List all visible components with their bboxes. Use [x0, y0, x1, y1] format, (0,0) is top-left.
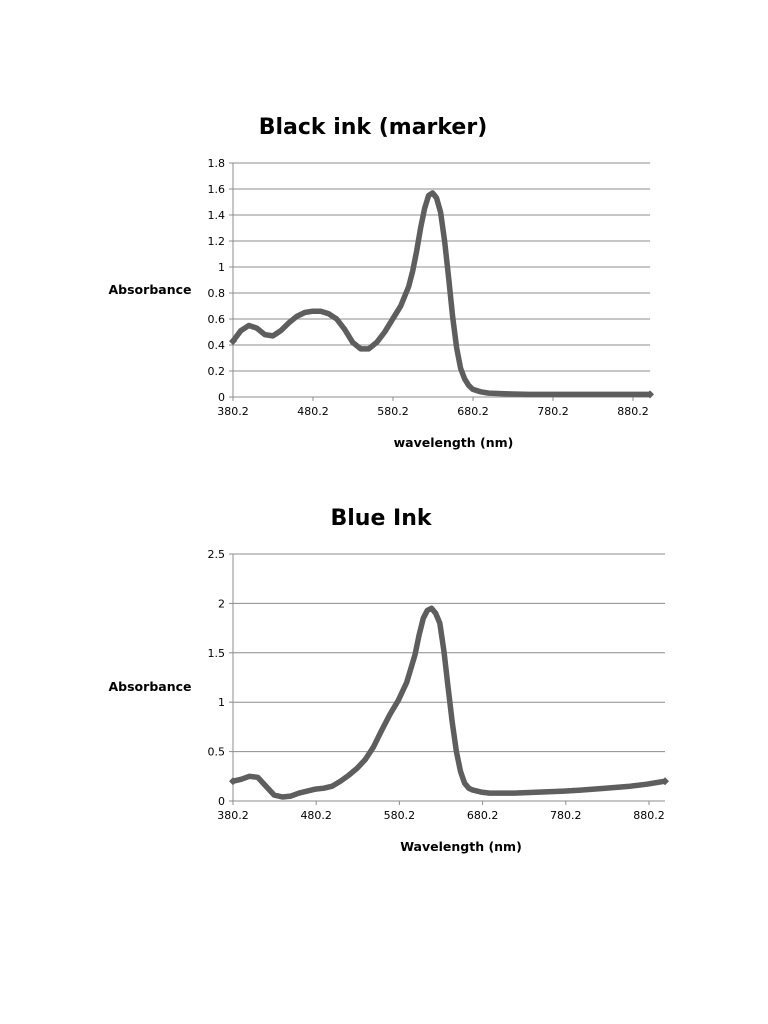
x-tick-label: 380.2 [217, 405, 249, 418]
y-tick-label: 1.4 [208, 209, 226, 222]
x-tick-label: 780.2 [550, 809, 582, 822]
x-axis-label: wavelength (nm) [394, 435, 514, 450]
x-tick-label: 780.2 [537, 405, 569, 418]
y-tick-label: 0.2 [208, 365, 226, 378]
y-tick-label: 2 [218, 597, 225, 610]
y-tick-label: 1 [218, 696, 225, 709]
series-start-marker [229, 337, 237, 346]
y-tick-label: 0.6 [208, 313, 226, 326]
y-tick-label: 2.5 [208, 548, 226, 561]
chart-title: Black ink (marker) [259, 115, 488, 140]
y-tick-label: 0 [218, 795, 225, 808]
x-tick-label: 580.2 [384, 809, 416, 822]
y-axis-label: Absorbance [109, 679, 192, 694]
x-tick-label: 480.2 [297, 405, 329, 418]
y-tick-label: 1.8 [208, 157, 226, 170]
series-end-marker [646, 390, 654, 399]
y-tick-label: 1.6 [208, 183, 226, 196]
chart-1: Black ink (marker) 0 0.2 0.4 0.6 0.8 1 1.2 1.4 1.… [109, 115, 654, 450]
x-tick-label: 580.2 [377, 405, 409, 418]
x-tick-label: 680.2 [467, 809, 499, 822]
y-tick-label: 0.5 [208, 746, 226, 759]
x-tick-label: 380.2 [217, 809, 249, 822]
chart-title: Blue Ink [330, 506, 432, 531]
series-line [230, 190, 653, 398]
chart-2: Blue Ink 0 0.5 1 1.5 2 2.5 380.2 480.2 580.2 680.2… [109, 506, 669, 854]
x-tick-label: 880.2 [617, 405, 649, 418]
y-axis-label: Absorbance [109, 282, 192, 297]
x-tick-label: 680.2 [457, 405, 489, 418]
x-tick-label: 880.2 [633, 809, 665, 822]
y-tick-label: 0.8 [208, 287, 226, 300]
series-end-marker [661, 777, 669, 786]
x-tick-label: 480.2 [300, 809, 332, 822]
y-tick-label: 0 [218, 391, 225, 404]
series-start-marker [229, 777, 237, 786]
y-tick-label: 1.5 [208, 647, 226, 660]
x-axis-label: Wavelength (nm) [400, 839, 522, 854]
y-tick-label: 1 [218, 261, 225, 274]
series-line [230, 605, 668, 800]
y-tick-label: 0.4 [208, 339, 226, 352]
y-tick-label: 1.2 [208, 235, 226, 248]
